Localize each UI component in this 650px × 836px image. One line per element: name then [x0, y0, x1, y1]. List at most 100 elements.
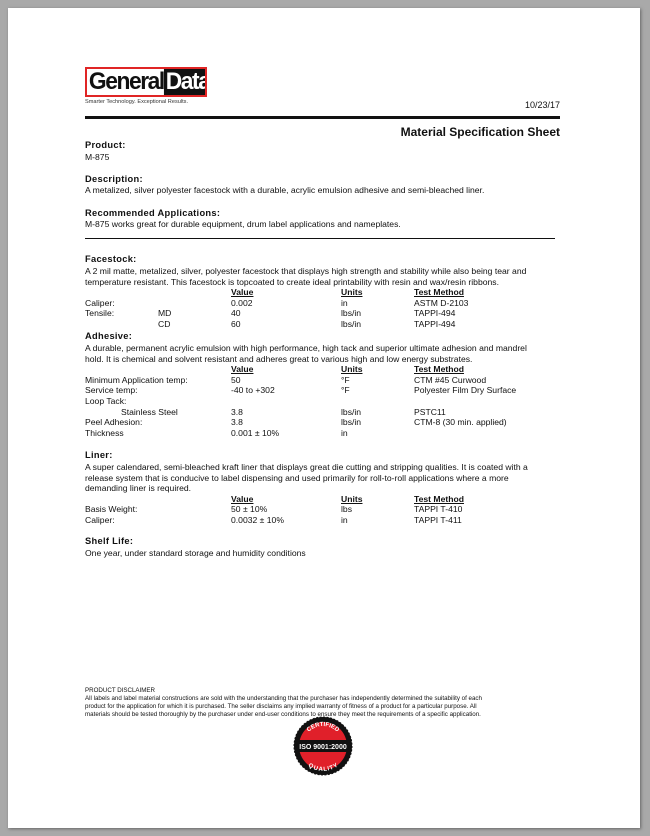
seal-middle-text: ISO 9001:2000: [299, 744, 347, 751]
disclaimer-line: All labels and label material constructi…: [85, 695, 482, 702]
column-header-units: Units: [341, 287, 363, 298]
seal-top-text: CERTIFIED: [306, 722, 340, 734]
facestock-table-row: Tensile: MD 40 lbs/in TAPPI-494: [85, 308, 565, 319]
section-divider: [85, 238, 555, 239]
cell-units: lbs: [341, 504, 352, 515]
facestock-description-line: temperature resistant. This facestock is…: [85, 276, 499, 287]
cell-units: lbs/in: [341, 308, 362, 319]
facestock-table-header: Value Units Test Method: [85, 287, 565, 298]
page-title: Material Specification Sheet: [400, 125, 560, 139]
liner-table-row: Basis Weight: 50 ± 10% lbs TAPPI T-410: [85, 504, 565, 515]
cell-property: Thickness: [85, 427, 124, 438]
logo-text-data: Data: [163, 69, 205, 95]
adhesive-table-row: Thickness 0.001 ± 10% in: [85, 428, 565, 439]
cell-value: 0.0032 ± 10%: [231, 515, 284, 525]
column-header-test: Test Method: [414, 287, 464, 298]
disclaimer-heading: PRODUCT DISCLAIMER: [85, 687, 156, 694]
cell-value: 50 ± 10%: [231, 504, 268, 515]
document-date: 10/23/17: [524, 100, 560, 110]
cell-property: Caliper:: [85, 515, 115, 525]
product-heading: Product:: [85, 140, 126, 150]
adhesive-description-line: hold. It is chemical and solvent resista…: [85, 353, 473, 364]
adhesive-table-header: Value Units Test Method: [85, 364, 565, 375]
seal-bottom-text: QUALITY: [307, 763, 339, 773]
description-heading: Description:: [85, 174, 143, 184]
facestock-table-row: Caliper: 0.002 in ASTM D-2103: [85, 298, 565, 309]
column-header-value: Value: [231, 364, 254, 375]
svg-text:QUALITY: QUALITY: [307, 763, 339, 773]
cell-test-method: Polyester Film Dry Surface: [414, 385, 517, 396]
cell-property: Peel Adhesion:: [85, 417, 143, 428]
facestock-description-line: A 2 mil matte, metalized, silver, polyes…: [85, 266, 527, 276]
company-logo: GeneralData: [85, 67, 207, 97]
adhesive-description-line: A durable, permanent acrylic emulsion wi…: [85, 343, 527, 353]
cell-property: Basis Weight:: [85, 504, 138, 515]
document-page: GeneralData Smarter Technology. Exceptio…: [8, 8, 640, 828]
cell-units: lbs/in: [341, 319, 362, 329]
column-header-units: Units: [341, 493, 363, 504]
cell-property: Minimum Application temp:: [85, 374, 188, 385]
svg-text:CERTIFIED: CERTIFIED: [306, 722, 340, 734]
cell-test-method: ASTM D-2103: [414, 297, 469, 308]
cell-test-method: TAPPI-494: [414, 319, 456, 329]
column-header-value: Value: [231, 287, 254, 298]
cell-value: 0.001 ± 10%: [231, 427, 280, 438]
adhesive-table-row: Minimum Application temp: 50 °F CTM #45 Cur…: [85, 375, 565, 386]
iso-certified-seal: CERTIFIED ISO 9001:2000 QUALITY: [293, 716, 353, 776]
cell-subproperty: CD: [158, 319, 171, 329]
shelf-life-text: One year, under standard storage and hum…: [85, 548, 306, 558]
adhesive-table-row: Loop Tack:: [85, 396, 565, 407]
header-rule: [85, 116, 560, 119]
applications-text: M-875 works great for durable equipment,…: [85, 219, 401, 229]
logo-tagline: Smarter Technology. Exceptional Results.: [85, 99, 189, 105]
liner-description-line: A super calendared, semi-bleached kraft …: [85, 462, 528, 472]
cell-units: in: [341, 427, 348, 438]
cell-test-method: TAPPI T-411: [414, 515, 462, 525]
applications-heading: Recommended Applications:: [85, 208, 221, 218]
cell-property: Service temp:: [85, 385, 138, 396]
liner-table-header: Value Units Test Method: [85, 494, 565, 505]
disclaimer-line: materials should be tested thoroughly by…: [85, 711, 481, 718]
adhesive-table-row: Service temp: -40 to +302 °F Polyester Film…: [85, 385, 565, 396]
cell-test-method: CTM #45 Curwood: [414, 374, 487, 385]
cell-value: 3.8: [231, 417, 243, 428]
column-header-units: Units: [341, 364, 363, 375]
cell-property: Tensile:: [85, 308, 115, 319]
cell-units: lbs/in: [341, 406, 362, 417]
disclaimer-line: product for the application for which it…: [85, 703, 477, 710]
cell-units: °F: [341, 385, 350, 396]
cell-property: Loop Tack:: [85, 396, 127, 406]
adhesive-table-row: Peel Adhesion: 3.8 lbs/in CTM-8 (30 min. ap…: [85, 417, 565, 428]
cell-subproperty: Stainless Steel: [121, 406, 178, 417]
adhesive-table-row: Stainless Steel 3.8 lbs/in PSTC11: [85, 407, 565, 418]
cell-value: -40 to +302: [231, 385, 275, 396]
column-header-test: Test Method: [414, 493, 464, 504]
cell-units: lbs/in: [341, 417, 362, 428]
column-header-test: Test Method: [414, 364, 464, 375]
cell-units: °F: [341, 374, 350, 385]
cell-subproperty: MD: [158, 308, 172, 319]
column-header-value: Value: [231, 493, 254, 504]
cell-test-method: PSTC11: [414, 406, 446, 417]
cell-units: in: [341, 297, 348, 308]
adhesive-heading: Adhesive:: [85, 331, 133, 341]
product-value: M-875: [85, 152, 110, 162]
cell-value: 50: [231, 374, 241, 385]
liner-description-line: release system that is conducive to labe…: [85, 472, 509, 483]
liner-table-row: Caliper: 0.0032 ± 10% in TAPPI T-411: [85, 515, 565, 526]
cell-value: 60: [231, 319, 241, 329]
cell-test-method: TAPPI T-410: [414, 504, 463, 515]
facestock-table-row: CD 60 lbs/in TAPPI-494: [85, 319, 565, 330]
shelf-life-heading: Shelf Life:: [85, 536, 134, 546]
liner-heading: Liner:: [85, 450, 113, 460]
cell-test-method: CTM-8 (30 min. applied): [414, 417, 507, 428]
cell-value: 40: [231, 308, 241, 319]
logo-text-general: General: [88, 68, 165, 95]
cell-test-method: TAPPI-494: [414, 308, 456, 319]
cell-value: 0.002: [231, 297, 253, 308]
description-text: A metalized, silver polyester facestock …: [85, 185, 485, 195]
cell-property: Caliper:: [85, 297, 115, 308]
cell-value: 3.8: [231, 406, 243, 417]
cell-units: in: [341, 515, 348, 525]
liner-description-line: demanding liner is required.: [85, 483, 192, 494]
